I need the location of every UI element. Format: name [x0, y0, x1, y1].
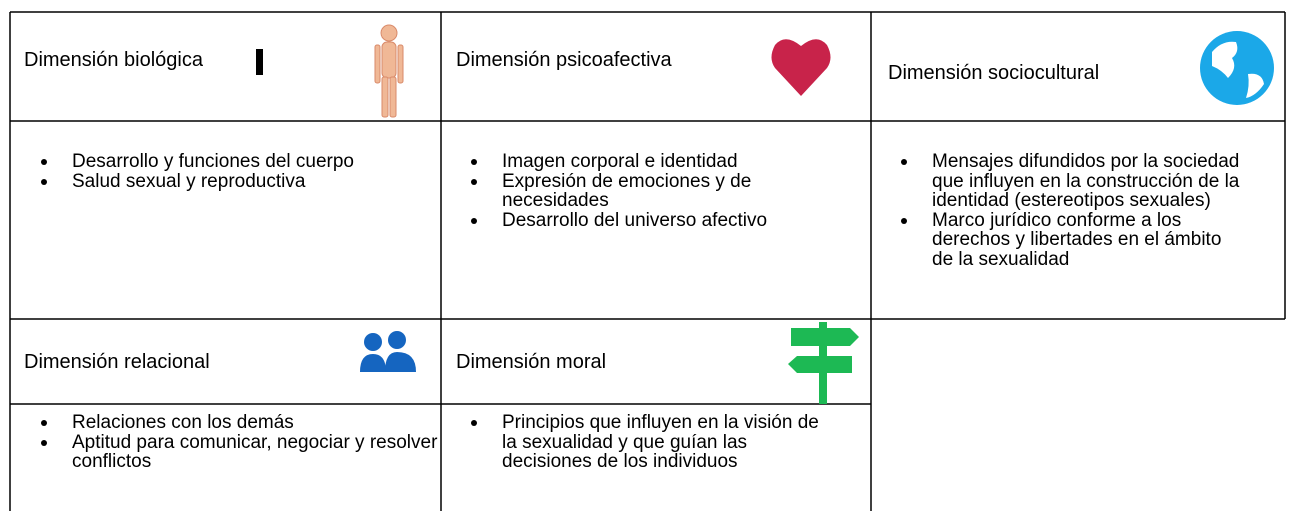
heart-icon	[771, 39, 831, 96]
bullet-list: Relaciones con los demás Aptitud para com…	[38, 413, 438, 472]
bullet-item: Principios que influyen en la visión de …	[468, 413, 838, 472]
bullet-item: Relaciones con los demás	[38, 413, 438, 433]
bullet-item: Expresión de emociones y de necesidades	[468, 171, 838, 211]
bullet-item: Desarrollo y funciones del cuerpo	[38, 152, 418, 172]
bullet-list: Desarrollo y funciones del cuerpo Salud s…	[38, 152, 418, 191]
bullet-list: Mensajes difundidos por la sociedad que …	[898, 152, 1243, 270]
section-title: Dimensión sociocultural	[888, 62, 1100, 84]
bullet-list: Principios que influyen en la visión de …	[468, 413, 838, 472]
bullet-item: Desarrollo del universo afectivo	[468, 211, 838, 231]
bullet-item: Imagen corporal e identidad	[468, 152, 838, 172]
globe-icon	[1200, 31, 1274, 105]
body-icon	[374, 24, 404, 118]
text-cursor	[256, 49, 263, 75]
section-title: Dimensión biológica	[24, 49, 203, 71]
bullet-list: Imagen corporal e identidad Expresión de …	[468, 152, 838, 230]
section-title: Dimensión relacional	[24, 351, 210, 373]
bullet-item: Marco jurídico conforme a los derechos y…	[898, 211, 1243, 270]
people-icon	[360, 331, 416, 372]
bullet-item: Mensajes difundidos por la sociedad que …	[898, 152, 1243, 211]
section-title: Dimensión psicoafectiva	[456, 49, 672, 71]
bullet-item: Aptitud para comunicar, negociar y resol…	[38, 432, 438, 472]
bullet-item: Salud sexual y reproductiva	[38, 171, 418, 192]
section-title: Dimensión moral	[456, 351, 607, 373]
signpost-icon	[788, 322, 859, 404]
